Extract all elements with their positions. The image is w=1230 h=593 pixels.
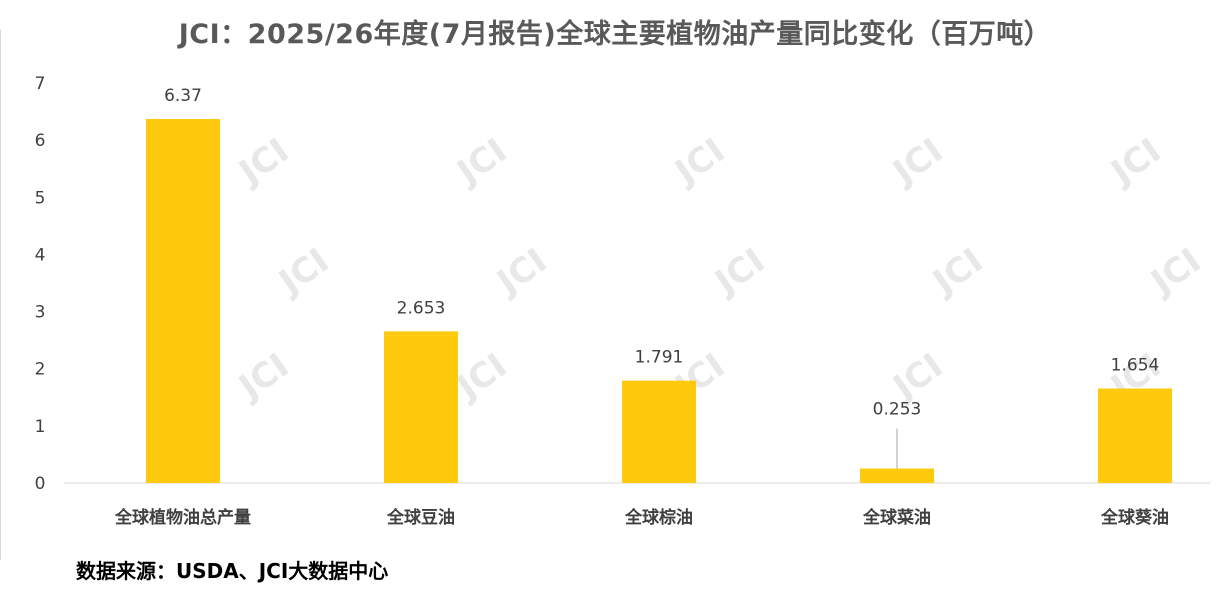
data-label: 6.37 xyxy=(164,86,202,106)
x-axis: 全球植物油总产量 全球豆油 全球棕油 全球菜油 全球葵油 xyxy=(114,507,1169,528)
left-border-line xyxy=(0,30,1,560)
y-tick-label: 4 xyxy=(35,245,46,265)
watermark-text: JCI xyxy=(1143,241,1209,304)
bar xyxy=(384,331,458,483)
y-tick-label: 3 xyxy=(35,303,46,323)
watermark-text: JCI xyxy=(707,241,773,304)
y-tick-label: 7 xyxy=(35,74,46,94)
watermark-text: JCI xyxy=(271,241,337,304)
x-tick-label: 全球植物油总产量 xyxy=(114,507,251,528)
y-tick-label: 5 xyxy=(35,188,46,208)
watermark-text: JCI xyxy=(489,241,555,304)
x-tick-label: 全球菜油 xyxy=(862,507,931,528)
bar xyxy=(622,380,696,483)
x-tick-label: 全球棕油 xyxy=(624,507,693,528)
watermark-text: JCI xyxy=(1103,131,1169,194)
y-tick-label: 6 xyxy=(35,131,46,151)
bar xyxy=(146,119,220,483)
chart-title: JCI：2025/26年度(7月报告)全球主要植物油产量同比变化（百万吨） xyxy=(178,19,1052,50)
watermark-text: JCI xyxy=(231,131,297,194)
y-axis: 0 1 2 3 4 5 6 7 xyxy=(35,74,46,494)
watermark-text: JCI xyxy=(449,131,515,194)
watermark-text: JCI xyxy=(925,241,991,304)
source-note: 数据来源：USDA、JCI大数据中心 xyxy=(76,559,389,583)
data-label: 1.791 xyxy=(635,348,684,368)
bar xyxy=(860,468,934,483)
watermark-text: JCI xyxy=(449,346,515,409)
y-tick-label: 2 xyxy=(35,360,46,380)
x-tick-label: 全球豆油 xyxy=(386,507,455,528)
watermark-layer: JCIJCIJCIJCIJCIJCIJCIJCIJCIJCIJCIJCIJCIJ… xyxy=(231,131,1209,409)
data-label: 1.654 xyxy=(1111,355,1160,375)
bar xyxy=(1098,388,1172,483)
x-tick-label: 全球葵油 xyxy=(1100,507,1169,528)
watermark-text: JCI xyxy=(885,131,951,194)
data-label: 0.253 xyxy=(873,400,922,420)
watermark-text: JCI xyxy=(667,131,733,194)
watermark-text: JCI xyxy=(231,346,297,409)
y-tick-label: 0 xyxy=(35,474,46,494)
data-label: 2.653 xyxy=(397,298,446,318)
bars-group: 6.37 2.653 1.791 0.253 1.654 xyxy=(146,86,1172,483)
y-tick-label: 1 xyxy=(35,417,46,437)
